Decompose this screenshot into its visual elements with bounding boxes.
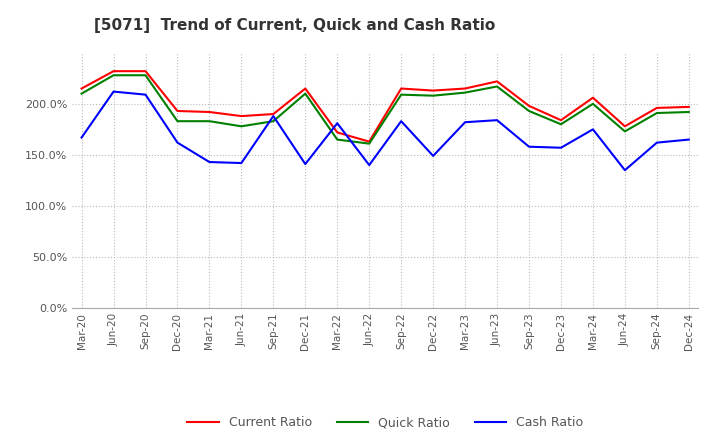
Cash Ratio [557, 145, 565, 150]
Cash Ratio [269, 114, 278, 119]
Current Ratio [109, 69, 118, 74]
Quick Ratio [461, 90, 469, 95]
Quick Ratio [365, 141, 374, 146]
Cash Ratio [525, 144, 534, 149]
Current Ratio [205, 110, 214, 115]
Cash Ratio [173, 140, 181, 145]
Current Ratio [365, 139, 374, 144]
Current Ratio [429, 88, 438, 93]
Quick Ratio [621, 129, 629, 134]
Quick Ratio [77, 91, 86, 96]
Line: Cash Ratio: Cash Ratio [81, 92, 689, 170]
Current Ratio [685, 104, 693, 110]
Quick Ratio [301, 91, 310, 96]
Quick Ratio [589, 101, 598, 106]
Cash Ratio [237, 161, 246, 166]
Quick Ratio [109, 73, 118, 78]
Cash Ratio [301, 161, 310, 167]
Current Ratio [173, 108, 181, 114]
Current Ratio [301, 86, 310, 91]
Cash Ratio [77, 135, 86, 140]
Quick Ratio [333, 137, 341, 142]
Cash Ratio [621, 168, 629, 173]
Cash Ratio [685, 137, 693, 142]
Quick Ratio [397, 92, 405, 97]
Cash Ratio [492, 117, 501, 123]
Current Ratio [589, 95, 598, 100]
Cash Ratio [461, 120, 469, 125]
Current Ratio [237, 114, 246, 119]
Quick Ratio [557, 121, 565, 127]
Quick Ratio [141, 73, 150, 78]
Current Ratio [77, 86, 86, 91]
Current Ratio [557, 117, 565, 123]
Cash Ratio [365, 162, 374, 168]
Quick Ratio [237, 124, 246, 129]
Legend: Current Ratio, Quick Ratio, Cash Ratio: Current Ratio, Quick Ratio, Cash Ratio [182, 411, 588, 434]
Quick Ratio [652, 110, 661, 116]
Cash Ratio [205, 159, 214, 165]
Line: Quick Ratio: Quick Ratio [81, 75, 689, 143]
Current Ratio [141, 69, 150, 74]
Quick Ratio [492, 84, 501, 89]
Current Ratio [492, 79, 501, 84]
Current Ratio [652, 105, 661, 110]
Quick Ratio [205, 118, 214, 124]
Quick Ratio [685, 110, 693, 115]
Quick Ratio [525, 108, 534, 114]
Cash Ratio [141, 92, 150, 97]
Current Ratio [333, 130, 341, 135]
Current Ratio [621, 124, 629, 129]
Cash Ratio [333, 121, 341, 126]
Cash Ratio [397, 118, 405, 124]
Current Ratio [525, 103, 534, 109]
Quick Ratio [173, 118, 181, 124]
Current Ratio [397, 86, 405, 91]
Cash Ratio [429, 153, 438, 158]
Line: Current Ratio: Current Ratio [81, 71, 689, 142]
Text: [5071]  Trend of Current, Quick and Cash Ratio: [5071] Trend of Current, Quick and Cash … [94, 18, 495, 33]
Cash Ratio [589, 127, 598, 132]
Quick Ratio [429, 93, 438, 98]
Cash Ratio [109, 89, 118, 94]
Cash Ratio [652, 140, 661, 145]
Current Ratio [269, 111, 278, 117]
Current Ratio [461, 86, 469, 91]
Quick Ratio [269, 118, 278, 124]
